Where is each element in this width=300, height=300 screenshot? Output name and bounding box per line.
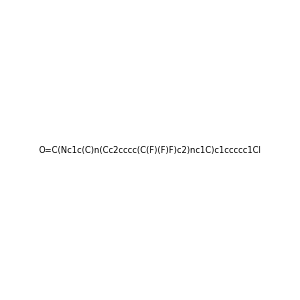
- Text: O=C(Nc1c(C)n(Cc2cccc(C(F)(F)F)c2)nc1C)c1ccccc1Cl: O=C(Nc1c(C)n(Cc2cccc(C(F)(F)F)c2)nc1C)c1…: [39, 146, 261, 154]
